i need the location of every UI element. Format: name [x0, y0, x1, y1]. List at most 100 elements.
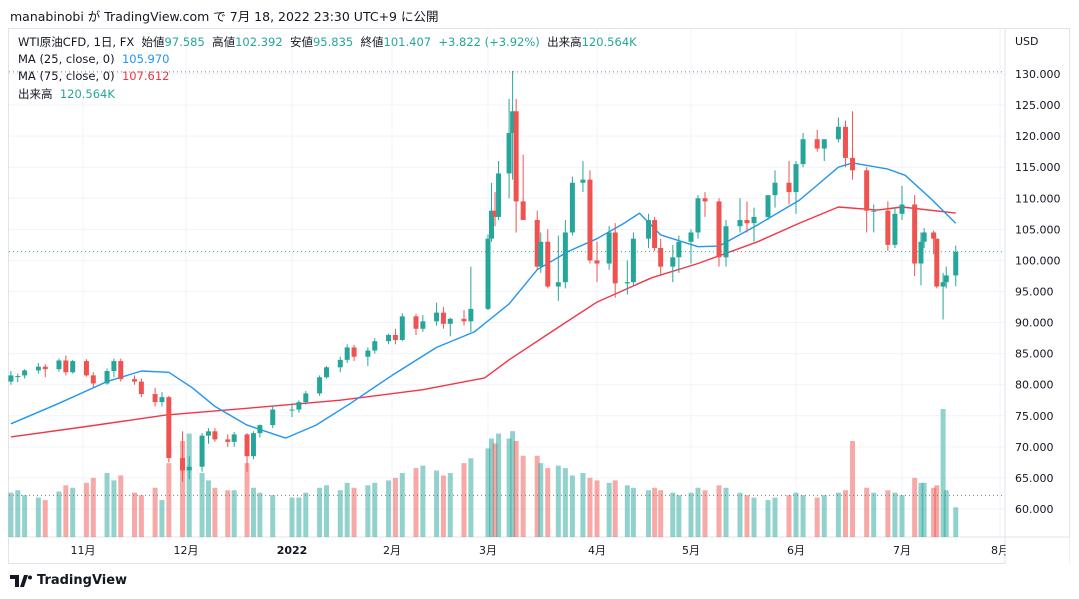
candle	[943, 266, 949, 289]
candle	[492, 192, 498, 227]
candle	[132, 375, 137, 385]
volume-bar	[56, 491, 62, 537]
volume-bar	[15, 490, 21, 537]
candle-body	[492, 210, 498, 217]
symbol-label[interactable]: WTI原油CFD, 1日, FX	[18, 35, 135, 49]
candle-body	[899, 204, 905, 214]
volume-bar	[199, 473, 205, 537]
candle-body	[676, 241, 682, 258]
volume-bar	[912, 477, 918, 537]
volume-bar	[159, 500, 165, 537]
volume-bar	[569, 475, 575, 537]
candle	[250, 431, 256, 460]
candle	[420, 315, 426, 332]
candle-body	[606, 232, 612, 264]
x-tick-label: 2月	[383, 544, 401, 557]
low-label: 安値	[289, 35, 313, 49]
candle	[351, 344, 357, 362]
candle	[506, 98, 512, 199]
volume-bar	[83, 482, 89, 537]
volume-bar	[545, 468, 551, 537]
volume-bar	[835, 492, 841, 537]
publish-info: manabinobi が TradingView.com で 7月 18, 20…	[10, 9, 439, 24]
volume-bar	[35, 497, 41, 537]
candle-body	[205, 431, 211, 436]
candle	[871, 204, 877, 233]
candle-body	[344, 347, 350, 360]
volume-bar	[670, 492, 676, 537]
volume-bar	[152, 487, 158, 537]
volume-bar	[485, 448, 491, 537]
x-tick-label: 12月	[174, 544, 199, 557]
candle-body	[871, 210, 877, 212]
volume-bar	[296, 497, 302, 537]
candle-body	[496, 173, 502, 217]
candle-body	[931, 232, 937, 239]
candle-body	[63, 360, 69, 373]
volume-bar	[953, 507, 959, 537]
candle	[42, 364, 48, 378]
volume-legend[interactable]: 出来高 120.564K	[18, 86, 115, 102]
candle-body	[372, 341, 378, 351]
candle	[737, 198, 743, 233]
volume-bar	[786, 495, 792, 537]
candle-body	[257, 425, 263, 434]
candle-body	[244, 434, 250, 457]
y-tick-label: 90.000	[1015, 317, 1054, 330]
candle-body	[212, 431, 218, 440]
volume-bar	[800, 495, 806, 537]
brand-name: TradingView	[37, 573, 128, 588]
volume-bar	[943, 490, 949, 537]
candle-body	[199, 435, 205, 467]
candle-body	[940, 282, 946, 287]
y-tick-label: 105.000	[1015, 223, 1061, 236]
candle	[814, 129, 820, 152]
candle	[569, 176, 575, 236]
candle-body	[786, 182, 792, 193]
candle-body	[569, 182, 575, 233]
volume-bar	[440, 475, 446, 537]
candle	[793, 160, 799, 214]
candle-body	[8, 375, 14, 382]
ohlc-legend: WTI原油CFD, 1日, FX 始値97.585 高値102.392 安値95…	[18, 34, 637, 50]
candle-body	[652, 220, 658, 248]
candle-body	[468, 308, 474, 322]
candle	[15, 373, 21, 383]
candle-body	[250, 433, 256, 457]
volume-bar	[434, 470, 440, 537]
ma75-legend[interactable]: MA (75, close, 0) 107.612	[18, 69, 170, 83]
candle-body	[22, 370, 28, 376]
candle-body	[225, 439, 231, 442]
candle-body	[337, 359, 343, 368]
candle-body	[506, 133, 512, 174]
y-tick-label: 85.000	[1015, 348, 1054, 361]
candle	[180, 431, 186, 482]
candle	[520, 154, 526, 221]
ma25-legend[interactable]: MA (25, close, 0) 105.970	[18, 52, 170, 66]
candle-body	[943, 275, 949, 283]
y-tick-label: 65.000	[1015, 472, 1054, 485]
candle	[786, 160, 792, 205]
candle-body	[921, 232, 927, 242]
candle	[231, 431, 237, 447]
volume-bar	[520, 455, 526, 537]
high-value: 102.392	[235, 35, 283, 49]
candle	[723, 220, 729, 267]
candle	[864, 167, 870, 233]
candle-body	[630, 238, 636, 283]
candle-body	[534, 220, 540, 267]
chart-frame	[8, 28, 1070, 564]
candle	[510, 70, 516, 180]
volume-bar	[940, 409, 946, 537]
candle	[765, 195, 771, 221]
vol-label: 出来高	[18, 87, 53, 101]
candle-body	[365, 350, 371, 357]
volume-bar	[289, 497, 295, 537]
tradingview-logo[interactable]: TradingView	[10, 573, 127, 588]
volume-bar	[921, 482, 927, 537]
x-tick-label: 6月	[787, 544, 805, 557]
volume-bar	[587, 477, 593, 537]
candle	[111, 358, 117, 378]
volume-bar	[772, 497, 778, 537]
